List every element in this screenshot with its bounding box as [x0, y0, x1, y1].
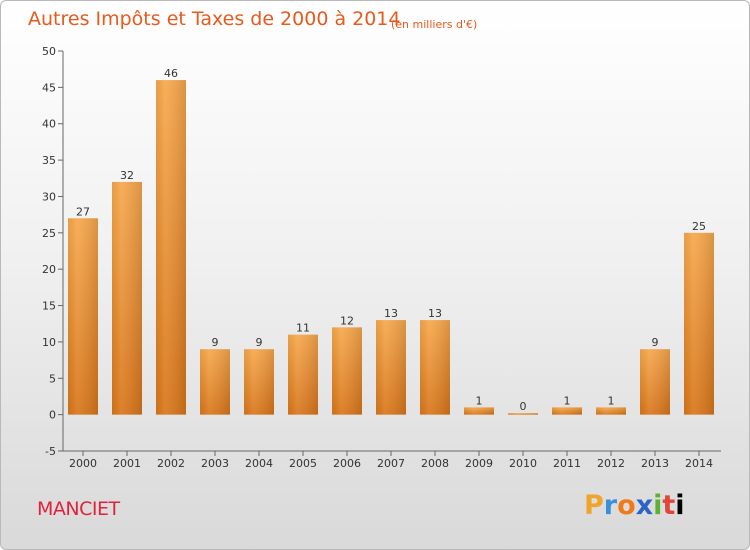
bar-shade — [508, 413, 538, 415]
logo-letter: i — [675, 490, 685, 521]
logo-letter: P — [584, 490, 604, 521]
chart-title: Autres Impôts et Taxes de 2000 à 2014 — [28, 8, 401, 30]
chart-subtitle: (en milliers d'€) — [391, 18, 478, 31]
bar-shade — [156, 80, 186, 415]
x-tick-label: 2001 — [113, 457, 141, 470]
y-tick-label: 15 — [42, 300, 56, 313]
x-tick-label: 2014 — [685, 457, 713, 470]
x-tick-label: 2007 — [377, 457, 405, 470]
bar-shade — [112, 181, 142, 415]
proxiti-logo[interactable]: Proxiti — [584, 490, 685, 521]
y-tick-label: 20 — [42, 263, 56, 276]
logo-letter: x — [635, 490, 654, 521]
y-tick-label: 10 — [42, 336, 56, 349]
bar-value-label: 11 — [296, 322, 310, 335]
bar-shade — [552, 407, 582, 415]
bar-value-label: 32 — [120, 169, 134, 182]
x-tick-label: 2003 — [201, 457, 229, 470]
bar-value-label: 9 — [212, 336, 219, 349]
bar-value-label: 1 — [476, 394, 483, 407]
bar-value-label: 1 — [608, 394, 615, 407]
logo-letter: r — [603, 490, 618, 521]
y-tick-label: 40 — [42, 118, 56, 131]
bar-shade — [332, 327, 362, 415]
bar-value-label: 27 — [76, 205, 90, 218]
bar-shade — [420, 320, 450, 415]
town-name: MANCIET — [37, 498, 120, 520]
bar-value-label: 0 — [520, 400, 527, 413]
x-tick-label: 2006 — [333, 457, 361, 470]
x-tick-label: 2000 — [69, 457, 97, 470]
x-tick-label: 2004 — [245, 457, 273, 470]
bar-shade — [684, 232, 714, 415]
bar-value-label: 1 — [564, 394, 571, 407]
y-tick-label: 30 — [42, 190, 56, 203]
bar-shade — [200, 349, 230, 415]
y-tick-label: 50 — [42, 45, 56, 58]
x-tick-label: 2013 — [641, 457, 669, 470]
logo-letter: i — [653, 490, 663, 521]
y-tick-label: -5 — [45, 445, 56, 458]
x-tick-label: 2005 — [289, 457, 317, 470]
x-tick-label: 2011 — [553, 457, 581, 470]
bar-value-label: 46 — [164, 67, 178, 80]
logo-letter: o — [617, 490, 636, 521]
y-tick-label: 45 — [42, 81, 56, 94]
bar-value-label: 13 — [384, 307, 398, 320]
bar-shade — [640, 349, 670, 415]
bar-value-label: 25 — [692, 220, 706, 233]
bar-shade — [244, 349, 274, 415]
bar-value-label: 9 — [256, 336, 263, 349]
y-tick-label: 5 — [49, 372, 56, 385]
bar-value-label: 12 — [340, 314, 354, 327]
x-tick-label: 2009 — [465, 457, 493, 470]
x-tick-label: 2002 — [157, 457, 185, 470]
bar-shade — [288, 334, 318, 415]
y-tick-label: 35 — [42, 154, 56, 167]
logo-letter: t — [662, 490, 676, 521]
y-tick-label: 0 — [49, 409, 56, 422]
bar-shade — [464, 407, 494, 415]
bar-shade — [376, 320, 406, 415]
x-tick-label: 2010 — [509, 457, 537, 470]
bar-value-label: 13 — [428, 307, 442, 320]
x-tick-label: 2012 — [597, 457, 625, 470]
x-tick-label: 2008 — [421, 457, 449, 470]
y-tick-label: 25 — [42, 227, 56, 240]
bar-shade — [68, 218, 98, 415]
bar-shade — [596, 407, 626, 415]
bar-value-label: 9 — [652, 336, 659, 349]
